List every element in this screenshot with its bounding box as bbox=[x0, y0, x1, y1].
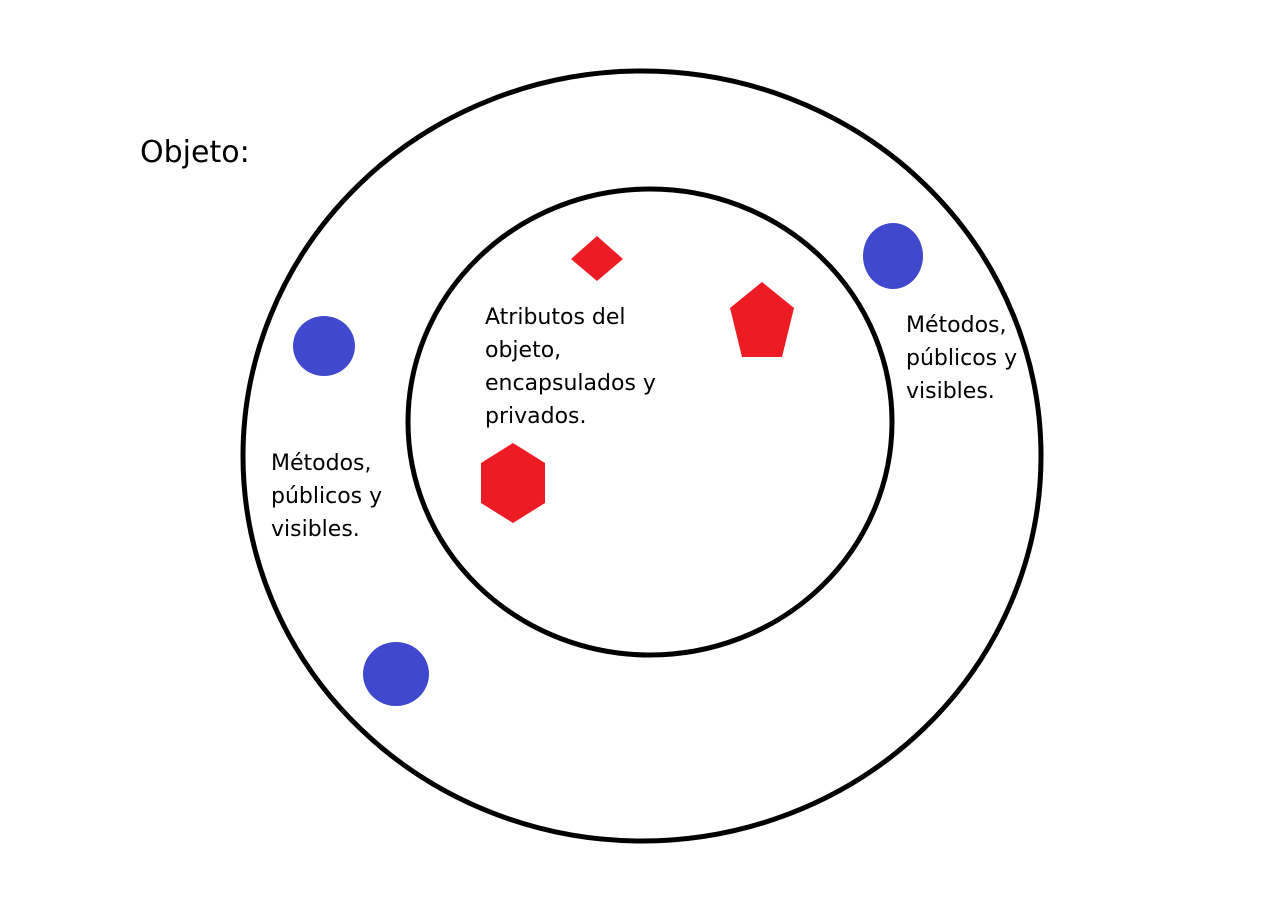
attribute-hexagon bbox=[481, 443, 545, 523]
method-dot bbox=[363, 642, 429, 706]
method-dot bbox=[863, 223, 923, 289]
outer-circle bbox=[240, 68, 1044, 844]
attribute-pentagon bbox=[730, 282, 794, 357]
methods-label-left: Métodos, públicos y visibles. bbox=[271, 451, 383, 542]
method-dot bbox=[293, 316, 355, 376]
attributes-label: Atributos del objeto, encapsulados y pri… bbox=[485, 305, 656, 429]
attribute-diamond bbox=[571, 236, 623, 281]
inner-circle bbox=[405, 186, 895, 658]
diagram-title: Objeto: bbox=[140, 135, 250, 170]
methods-label-right: Métodos, públicos y visibles. bbox=[906, 313, 1018, 404]
